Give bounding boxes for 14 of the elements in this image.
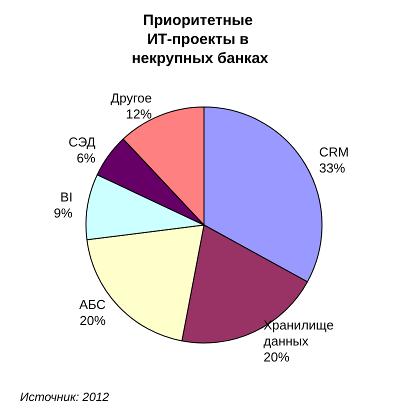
data-label: 9% bbox=[54, 205, 74, 220]
text: Источник: 2012 bbox=[20, 390, 110, 404]
slice-label: Хранилище данных bbox=[264, 317, 334, 348]
slice-label: СЭД bbox=[68, 134, 96, 150]
data-label: 6% bbox=[76, 150, 96, 166]
slice-label: BI bbox=[60, 189, 73, 204]
data-label: 20% bbox=[264, 349, 290, 364]
data-label: 33% bbox=[319, 160, 346, 176]
data-label: 20% bbox=[80, 313, 106, 328]
slice-label: Другое bbox=[110, 90, 152, 106]
data-label: 12% bbox=[126, 106, 152, 122]
slice-label: АБС bbox=[79, 297, 106, 312]
slice-label: CRM bbox=[319, 144, 349, 160]
chart-title: Приоритетные ИТ-проекты в некрупных банках bbox=[132, 12, 269, 67]
